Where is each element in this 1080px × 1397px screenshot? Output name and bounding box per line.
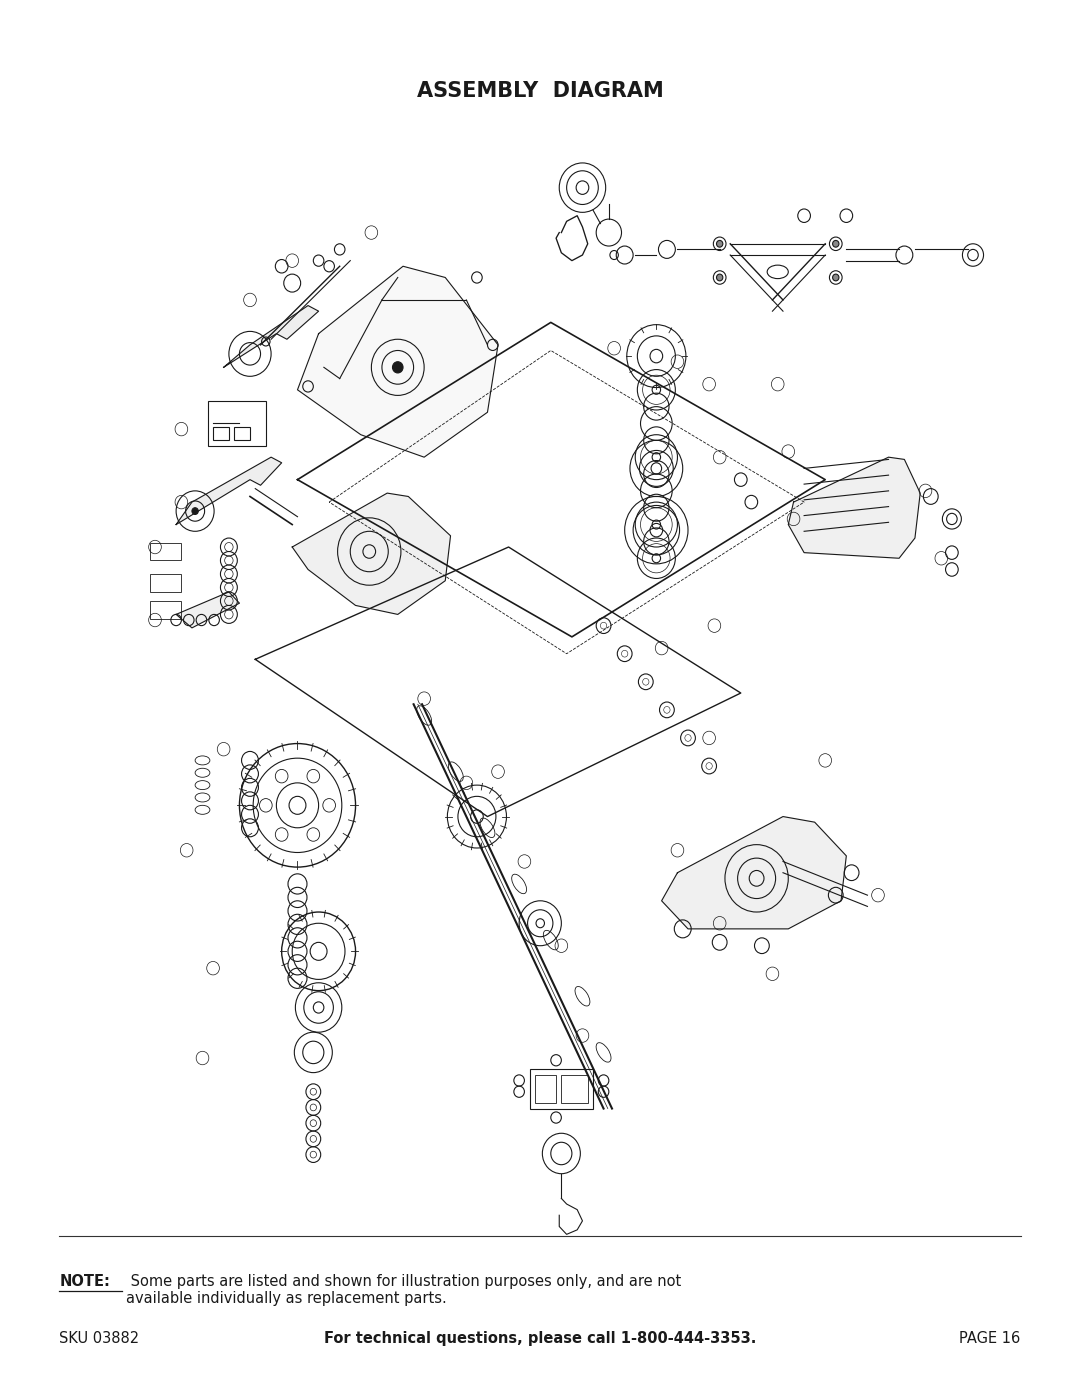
Circle shape	[833, 240, 839, 247]
Circle shape	[192, 507, 199, 514]
Bar	[529, 1069, 593, 1109]
Text: ASSEMBLY  DIAGRAM: ASSEMBLY DIAGRAM	[417, 81, 663, 101]
Bar	[562, 1074, 588, 1104]
Text: NOTE:: NOTE:	[59, 1274, 110, 1289]
Circle shape	[716, 274, 723, 281]
Bar	[234, 427, 249, 440]
Polygon shape	[176, 457, 282, 524]
Circle shape	[392, 362, 403, 373]
Bar	[535, 1074, 556, 1104]
Text: PAGE 16: PAGE 16	[959, 1331, 1021, 1345]
Polygon shape	[297, 267, 498, 457]
Text: Some parts are listed and shown for illustration purposes only, and are not
avai: Some parts are listed and shown for illu…	[126, 1274, 681, 1306]
Polygon shape	[224, 306, 319, 367]
Bar	[213, 427, 229, 440]
Text: For technical questions, please call 1-800-444-3353.: For technical questions, please call 1-8…	[324, 1331, 756, 1345]
Circle shape	[716, 240, 723, 247]
Polygon shape	[176, 592, 240, 627]
Polygon shape	[788, 457, 920, 559]
Bar	[150, 542, 181, 560]
Bar	[207, 401, 266, 446]
Text: SKU 03882: SKU 03882	[59, 1331, 139, 1345]
Polygon shape	[293, 493, 450, 615]
Bar	[150, 601, 181, 619]
Bar	[150, 574, 181, 592]
Polygon shape	[662, 817, 847, 929]
Circle shape	[833, 274, 839, 281]
